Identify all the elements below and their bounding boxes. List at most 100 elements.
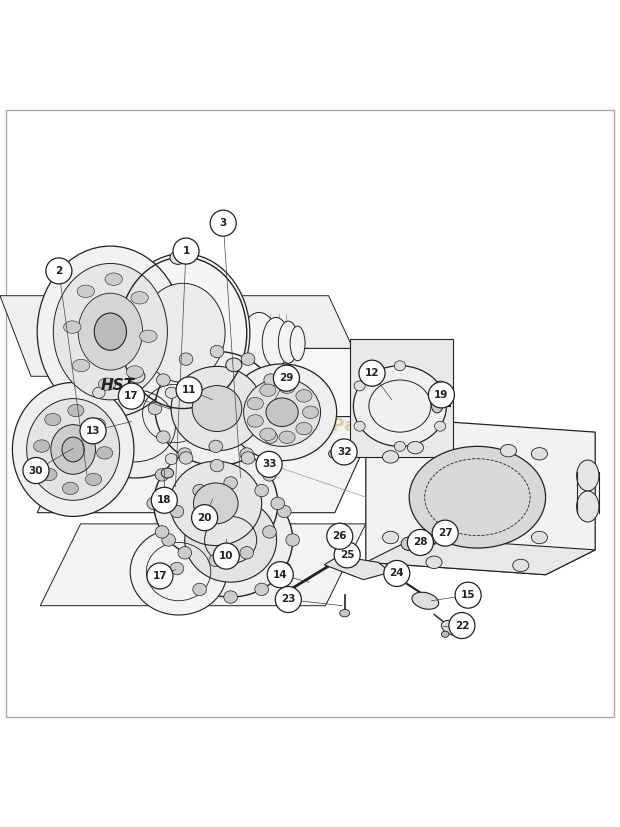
Ellipse shape [224,476,237,489]
Ellipse shape [349,552,358,558]
Ellipse shape [383,451,399,463]
Ellipse shape [296,390,312,402]
Ellipse shape [156,431,170,443]
Ellipse shape [148,403,162,414]
Circle shape [151,487,177,514]
Ellipse shape [140,330,157,342]
Ellipse shape [193,483,238,523]
Circle shape [407,529,433,556]
Ellipse shape [170,461,262,546]
Ellipse shape [247,415,264,428]
Ellipse shape [27,399,120,500]
Ellipse shape [12,383,134,516]
Ellipse shape [226,358,242,371]
Circle shape [23,457,49,484]
Ellipse shape [224,590,237,603]
Ellipse shape [441,620,464,636]
Circle shape [275,586,301,613]
Ellipse shape [155,469,169,481]
Circle shape [256,452,282,477]
Text: eReplacementParts.com: eReplacementParts.com [187,417,433,435]
Ellipse shape [179,353,193,366]
Ellipse shape [394,442,405,452]
Circle shape [449,613,475,638]
Ellipse shape [210,346,224,358]
Text: 10: 10 [219,551,234,561]
Circle shape [46,258,72,284]
Ellipse shape [394,361,405,370]
Ellipse shape [99,378,116,390]
Circle shape [359,361,385,386]
Ellipse shape [33,440,50,452]
Ellipse shape [78,294,143,370]
Text: 32: 32 [337,447,352,457]
Ellipse shape [170,505,184,518]
Ellipse shape [78,374,192,478]
Text: 33: 33 [262,459,277,470]
Ellipse shape [290,326,305,361]
Ellipse shape [396,566,403,571]
Ellipse shape [255,485,268,497]
Ellipse shape [89,418,105,431]
Ellipse shape [92,453,105,465]
Ellipse shape [278,321,298,363]
Text: 14: 14 [273,570,288,580]
Ellipse shape [500,444,516,457]
Text: 12: 12 [365,368,379,378]
Ellipse shape [272,403,286,414]
Circle shape [192,504,218,531]
Text: 26: 26 [332,531,347,541]
Polygon shape [0,296,366,376]
Ellipse shape [170,562,184,575]
Circle shape [210,210,236,237]
Circle shape [432,520,458,546]
Ellipse shape [156,374,170,386]
Circle shape [273,366,299,391]
Ellipse shape [263,469,277,481]
Text: 19: 19 [434,390,449,400]
Text: HST: HST [100,378,135,393]
Text: 15: 15 [461,590,476,600]
Text: 23: 23 [281,595,296,605]
Ellipse shape [531,447,547,460]
Ellipse shape [260,384,276,396]
Ellipse shape [262,318,290,367]
Text: 2: 2 [55,266,63,276]
Ellipse shape [161,468,174,478]
Ellipse shape [241,353,255,366]
Ellipse shape [260,428,276,441]
Ellipse shape [241,313,278,372]
Ellipse shape [170,251,186,265]
Circle shape [147,563,173,589]
Circle shape [384,561,410,586]
Ellipse shape [185,498,277,582]
Circle shape [428,382,454,408]
Ellipse shape [193,485,206,497]
Ellipse shape [329,449,339,458]
Circle shape [267,562,293,588]
Text: 18: 18 [157,495,172,505]
Ellipse shape [271,497,285,509]
Ellipse shape [531,531,547,543]
Ellipse shape [240,447,254,460]
Ellipse shape [86,473,102,485]
Ellipse shape [435,381,446,391]
Ellipse shape [97,447,113,459]
Ellipse shape [37,246,184,417]
Ellipse shape [412,592,439,609]
Ellipse shape [155,351,279,466]
Ellipse shape [426,556,442,568]
Ellipse shape [178,447,192,460]
Ellipse shape [259,457,269,466]
Ellipse shape [354,381,365,391]
Ellipse shape [407,442,423,454]
Text: 11: 11 [182,385,197,395]
Ellipse shape [340,609,350,617]
Ellipse shape [63,482,79,495]
Ellipse shape [279,381,295,394]
Ellipse shape [179,452,193,464]
Ellipse shape [513,559,529,571]
Ellipse shape [577,491,599,522]
Ellipse shape [166,387,178,399]
Ellipse shape [441,631,449,638]
